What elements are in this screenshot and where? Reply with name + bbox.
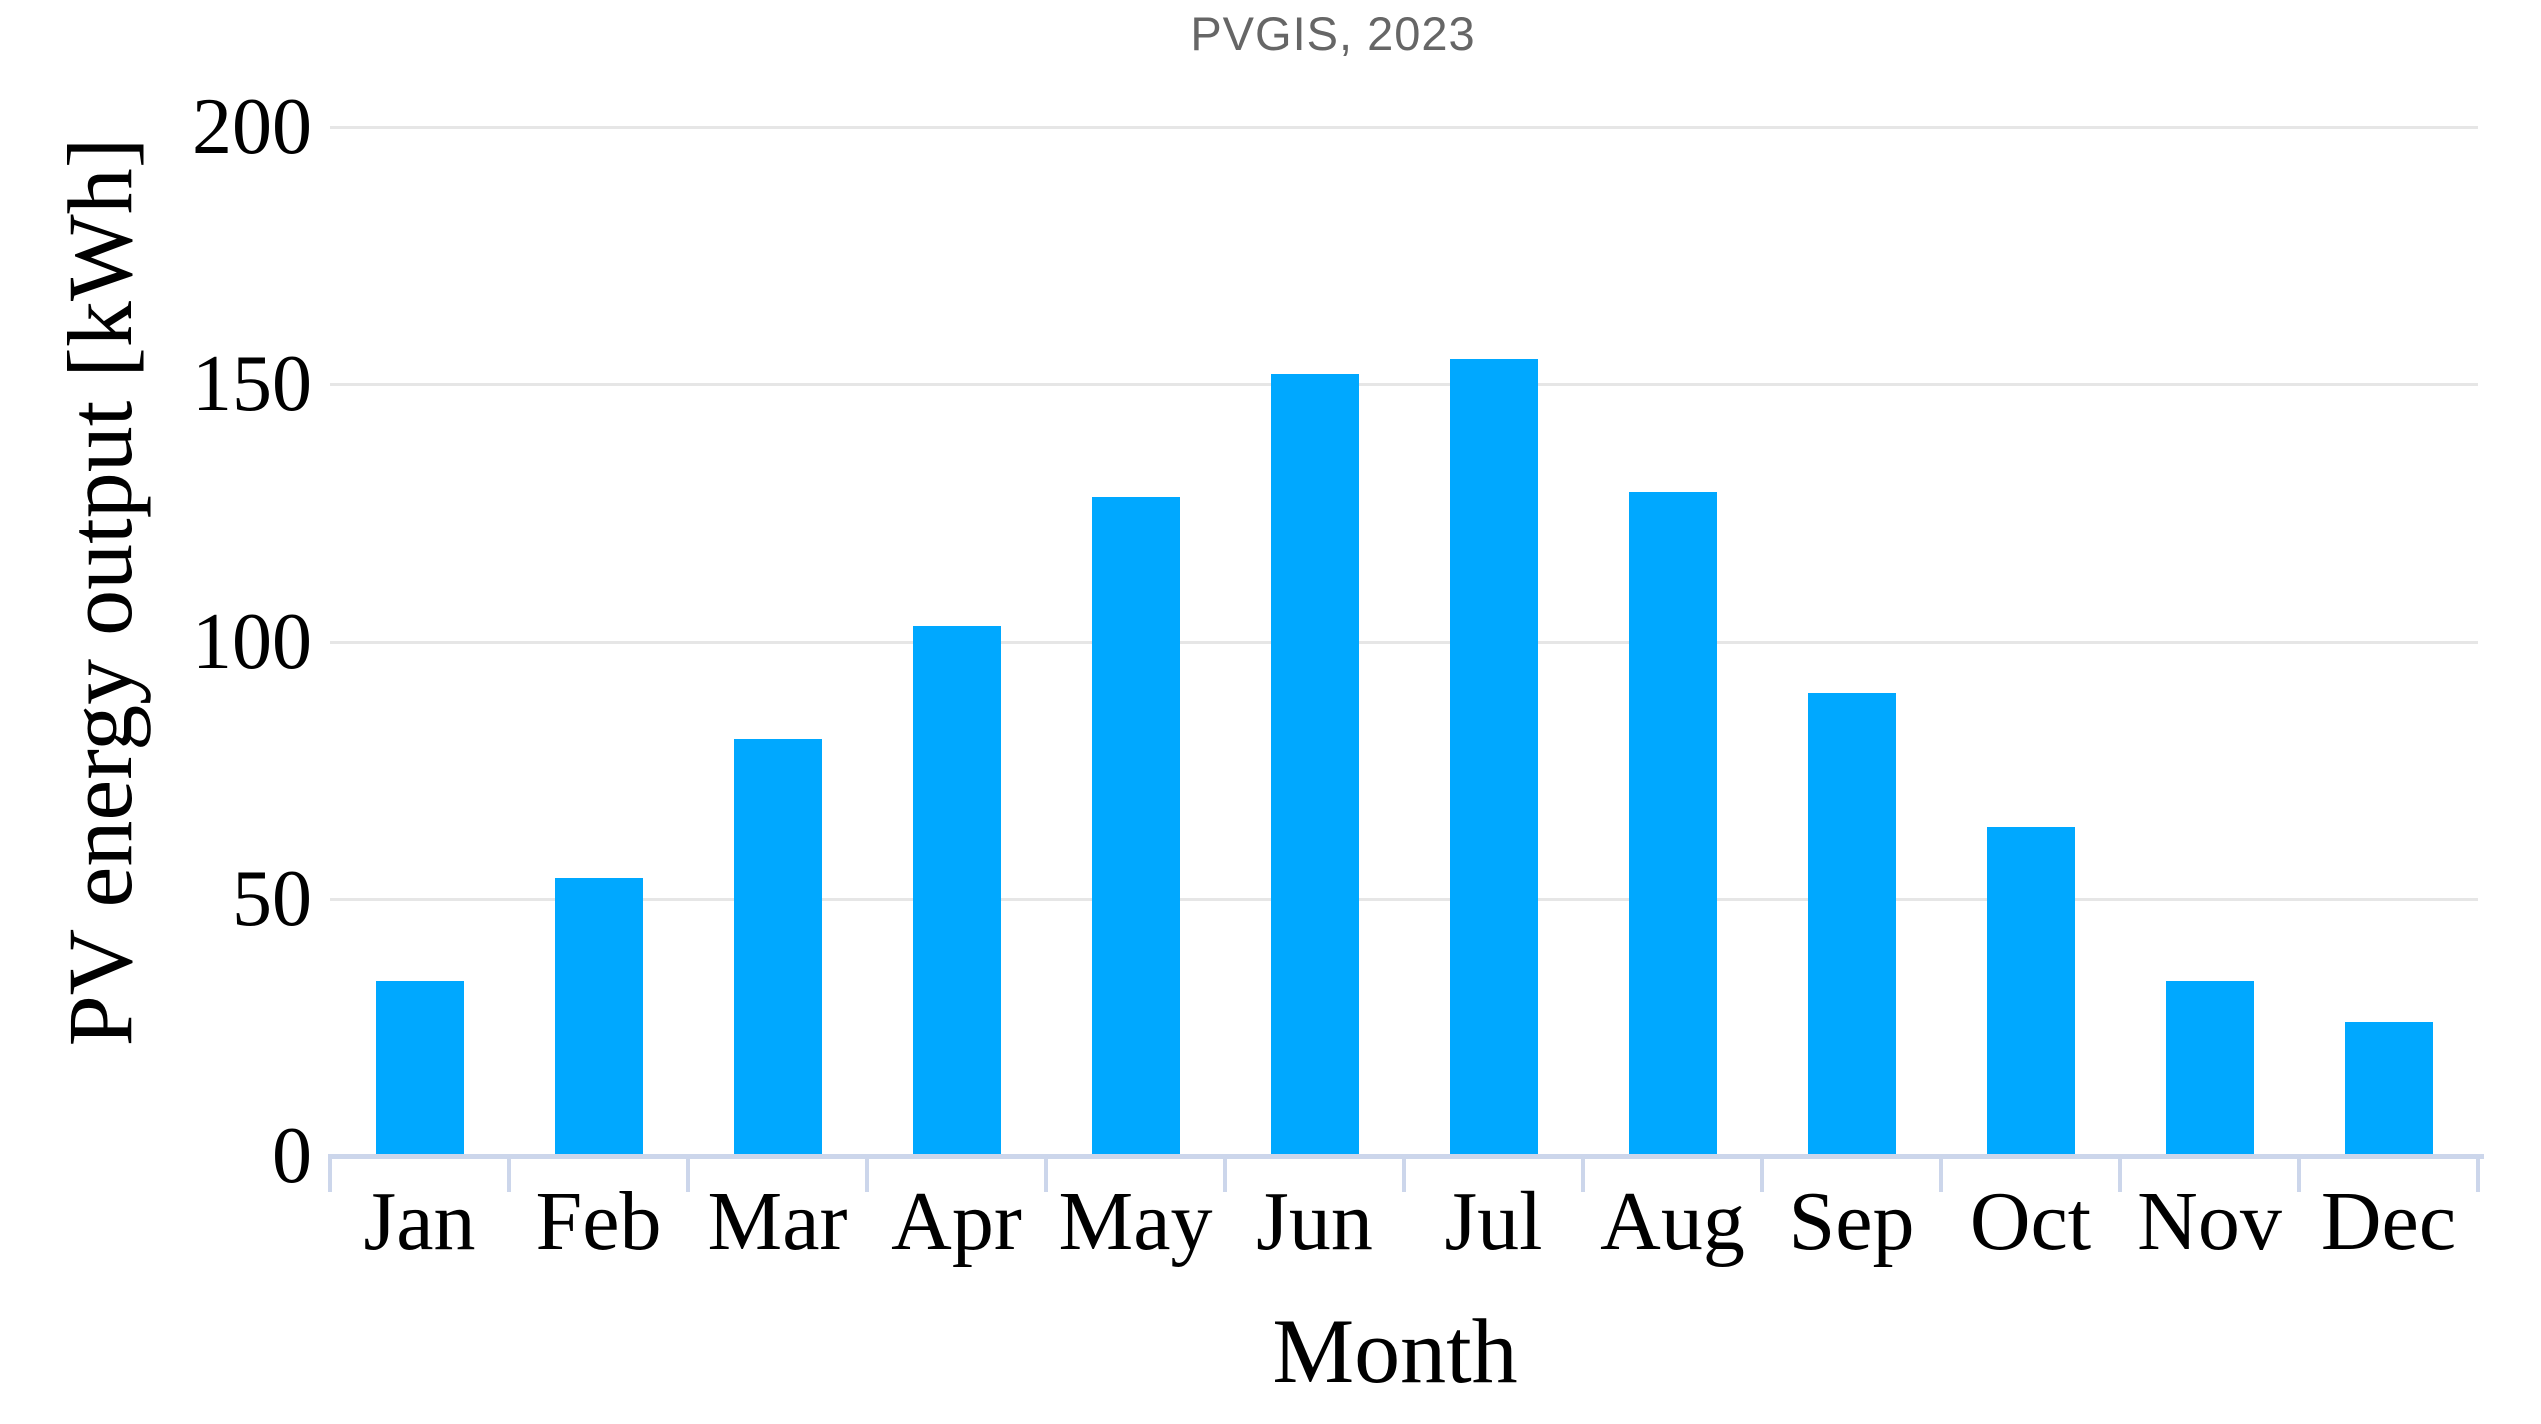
gridline-50 bbox=[330, 897, 2478, 901]
x-axis-tick-6 bbox=[1402, 1158, 1406, 1192]
x-tick-label-jul: Jul bbox=[1444, 1175, 1543, 1268]
x-axis-tick-11 bbox=[2297, 1158, 2301, 1192]
bar-dec bbox=[2344, 1022, 2433, 1156]
x-axis-tick-10 bbox=[2118, 1158, 2122, 1192]
x-tick-label-feb: Feb bbox=[535, 1175, 662, 1268]
x-axis-line bbox=[328, 1154, 2484, 1159]
y-tick-label-150: 150 bbox=[192, 340, 312, 429]
chart-title: PVGIS, 2023 bbox=[1190, 7, 1476, 60]
y-tick-label-200: 200 bbox=[192, 83, 312, 171]
x-axis-tick-2 bbox=[686, 1158, 690, 1192]
bar-feb bbox=[554, 878, 643, 1156]
y-tick-label-100: 100 bbox=[192, 597, 312, 686]
bar-mar bbox=[733, 739, 822, 1156]
bar-aug bbox=[1628, 492, 1717, 1156]
gridline-150 bbox=[330, 383, 2478, 387]
x-axis-tick-4 bbox=[1044, 1158, 1048, 1192]
x-axis-tick-3 bbox=[865, 1158, 869, 1192]
bar-jun bbox=[1270, 373, 1359, 1156]
x-tick-label-jun: Jun bbox=[1256, 1175, 1373, 1268]
x-axis-title: Month bbox=[1272, 1300, 1518, 1402]
x-axis-tick-8 bbox=[1760, 1158, 1764, 1192]
x-tick-label-aug: Aug bbox=[1600, 1175, 1745, 1268]
x-axis-tick-12 bbox=[2476, 1158, 2480, 1192]
y-tick-label-0: 0 bbox=[272, 1112, 312, 1200]
x-tick-label-oct: Oct bbox=[1969, 1175, 2092, 1268]
x-axis-tick-5 bbox=[1223, 1158, 1227, 1192]
x-tick-label-may: May bbox=[1058, 1175, 1213, 1268]
x-tick-label-apr: Apr bbox=[891, 1175, 1022, 1268]
bar-sep bbox=[1807, 692, 1896, 1156]
x-tick-label-jan: Jan bbox=[363, 1175, 476, 1268]
x-tick-label-nov: Nov bbox=[2137, 1175, 2282, 1268]
y-tick-label-50: 50 bbox=[232, 854, 312, 943]
gridline-100 bbox=[330, 640, 2478, 644]
x-axis-tick-9 bbox=[1939, 1158, 1943, 1192]
bar-apr bbox=[912, 626, 1001, 1156]
bar-jul bbox=[1449, 358, 1538, 1156]
bar-nov bbox=[2165, 981, 2254, 1156]
x-axis-tick-0 bbox=[328, 1158, 332, 1192]
x-axis-tick-7 bbox=[1581, 1158, 1585, 1192]
bar-may bbox=[1091, 497, 1180, 1156]
gridline-200 bbox=[330, 126, 2478, 129]
bar-jan bbox=[375, 981, 464, 1156]
bar-oct bbox=[1986, 826, 2075, 1156]
x-tick-label-mar: Mar bbox=[707, 1175, 848, 1268]
x-tick-label-sep: Sep bbox=[1788, 1175, 1915, 1268]
x-axis-tick-1 bbox=[507, 1158, 511, 1192]
x-tick-label-dec: Dec bbox=[2320, 1175, 2457, 1268]
